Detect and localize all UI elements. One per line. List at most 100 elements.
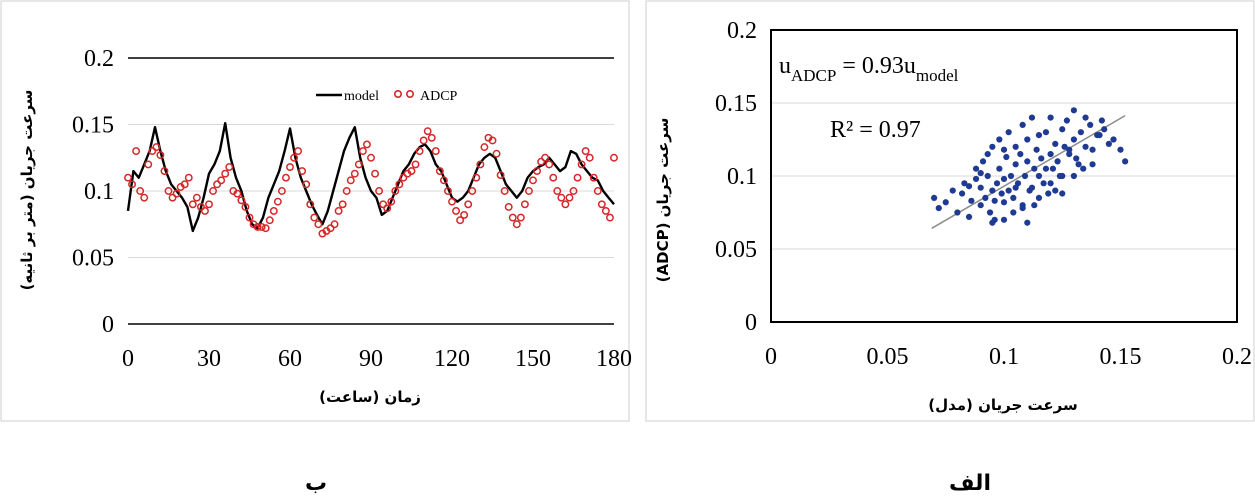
data-point-adcp [233, 189, 242, 198]
scatter-point [979, 158, 987, 165]
data-point-adcp [136, 187, 145, 195]
scatter-point [1000, 216, 1008, 223]
scatter-point [1066, 151, 1073, 158]
data-point-adcp [557, 193, 566, 202]
data-point-adcp [606, 213, 614, 222]
legend-model-label: model [344, 89, 379, 104]
data-point-adcp [346, 176, 355, 185]
scatter-point [1035, 194, 1043, 201]
equation-lhs: u [779, 53, 791, 79]
scatter-point [1122, 158, 1129, 165]
data-point-adcp [213, 180, 222, 189]
data-point-adcp [350, 169, 359, 178]
data-point-adcp [589, 173, 598, 182]
scatter-point [1087, 121, 1094, 128]
scatter-point [1035, 132, 1043, 139]
data-point-adcp [525, 187, 533, 195]
scatter-point [1024, 219, 1031, 226]
scatter-point [977, 169, 984, 177]
data-point-adcp [160, 167, 169, 176]
scatter-point [1059, 190, 1066, 197]
scatter-point [1005, 187, 1012, 194]
data-point-adcp [464, 200, 473, 209]
data-point-adcp [500, 187, 509, 195]
data-point-adcp [294, 147, 303, 156]
x-tick-label: 0.1 [989, 344, 1019, 370]
data-point-adcp [265, 216, 274, 225]
data-point-adcp [371, 169, 379, 178]
y-tick-label: 0.1 [84, 179, 114, 205]
data-point-adcp [468, 187, 477, 195]
scatter-point [1096, 132, 1103, 139]
data-point-adcp [342, 187, 351, 195]
equation-mid: = 0.93u [836, 53, 916, 79]
data-point-adcp [188, 200, 197, 209]
data-point-adcp [277, 187, 286, 195]
scatter-point [1059, 126, 1066, 133]
scatter-point [1110, 136, 1117, 143]
scatter-point [1077, 129, 1084, 136]
data-point-adcp [504, 203, 513, 211]
data-point-adcp [488, 136, 497, 145]
scatter-point [996, 136, 1003, 143]
scatter-point [1080, 165, 1087, 172]
y-tick-label: 0.2 [727, 18, 757, 44]
equation-lhs-subscript: ADCP [791, 66, 836, 85]
data-point-adcp [261, 224, 270, 233]
scatter-point [1003, 153, 1010, 161]
data-point-adcp [326, 224, 335, 233]
x-tick-label: 120 [434, 346, 470, 372]
data-point-adcp [529, 176, 537, 185]
scatter-point [935, 205, 942, 212]
data-point-adcp [541, 153, 550, 162]
data-point-adcp [435, 167, 444, 176]
scatter-point [1049, 165, 1057, 172]
data-point-adcp [196, 203, 205, 211]
scatter-point [1047, 180, 1054, 187]
scatter-point [996, 165, 1003, 172]
data-point-adcp [172, 189, 181, 198]
data-point-adcp [245, 213, 254, 222]
scatter-point [1054, 158, 1061, 165]
y-tick-label: 0.15 [72, 113, 114, 139]
scatter-point [1089, 146, 1096, 153]
data-point-adcp [597, 200, 606, 209]
data-point-adcp [569, 187, 578, 195]
x-tick-label: 90 [359, 346, 383, 372]
trendline [931, 114, 1126, 229]
scatter-point [1089, 161, 1096, 168]
y-tick-label: 0 [102, 312, 114, 338]
right-tick-labels: 0 0.05 0.1 0.15 0.2 0 0.05 0.1 0.15 0.2 [715, 18, 1252, 370]
scatter-point [954, 209, 961, 216]
data-point-adcp [561, 200, 570, 209]
scatter-point [989, 187, 996, 194]
left-series-layer [124, 122, 618, 238]
scatter-point [968, 197, 975, 204]
scatter-point [1021, 172, 1029, 180]
data-point-adcp [537, 157, 546, 166]
data-point-adcp [452, 207, 460, 215]
scatter-point [986, 209, 994, 216]
scatter-point [1038, 155, 1045, 162]
right-series-layer [931, 107, 1129, 226]
data-point-adcp [358, 147, 367, 156]
x-tick-label: 0.2 [1222, 344, 1252, 370]
scatter-point [1000, 175, 1008, 183]
data-point-adcp [379, 200, 388, 209]
right-panel-caption: الف [949, 471, 991, 496]
scatter-point [989, 143, 996, 150]
scatter-point [1024, 136, 1031, 143]
data-point-adcp [124, 173, 132, 182]
right-chart: 0 0.05 0.1 0.15 0.2 0 0.05 0.1 0.15 0.2 uADCP = 0… [654, 18, 1252, 414]
scatter-point [1028, 184, 1036, 191]
data-point-adcp [585, 153, 594, 162]
x-tick-label: 0 [765, 344, 777, 370]
y-tick-label: 0.15 [715, 91, 757, 117]
x-tick-label: 0 [122, 346, 134, 372]
data-point-adcp [290, 153, 298, 162]
data-point-adcp [456, 216, 465, 225]
scatter-point [1000, 146, 1008, 153]
scatter-point [977, 202, 984, 209]
y-tick-label: 0 [745, 310, 757, 336]
scatter-point [984, 172, 991, 180]
